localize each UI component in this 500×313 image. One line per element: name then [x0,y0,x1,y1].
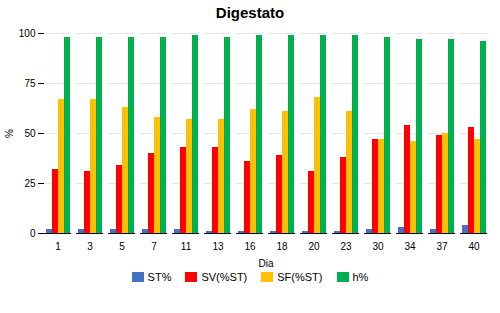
svg-text:16: 16 [244,241,256,252]
svg-text:30: 30 [372,241,384,252]
html-text:SF(%ST): SF(%ST) [277,271,323,283]
svg-text:37: 37 [436,241,448,252]
svg-text:18: 18 [276,241,288,252]
svg-text:7: 7 [151,241,157,252]
svg-text:%: % [4,129,15,138]
svg-text:50: 50 [24,128,36,139]
svg-text:0: 0 [30,228,36,239]
svg-text:23: 23 [340,241,352,252]
svg-text:1: 1 [55,241,61,252]
svg-text:20: 20 [308,241,320,252]
svg-text:11: 11 [181,241,192,252]
svg-text:40: 40 [468,241,480,252]
html-text:SV(%ST): SV(%ST) [201,271,248,283]
svg-text:25: 25 [24,178,36,189]
svg-text:100: 100 [19,28,36,39]
svg-text:5: 5 [119,241,125,252]
svg-text:75: 75 [24,78,36,89]
html-text:ST%: ST% [147,271,172,283]
html-text:h%: h% [352,271,369,283]
html-text:Digestato: Digestato [215,4,285,21]
svg-text:34: 34 [404,241,416,252]
svg-text:3: 3 [87,241,93,252]
svg-text:Dia: Dia [258,258,273,269]
svg-text:13: 13 [212,241,224,252]
